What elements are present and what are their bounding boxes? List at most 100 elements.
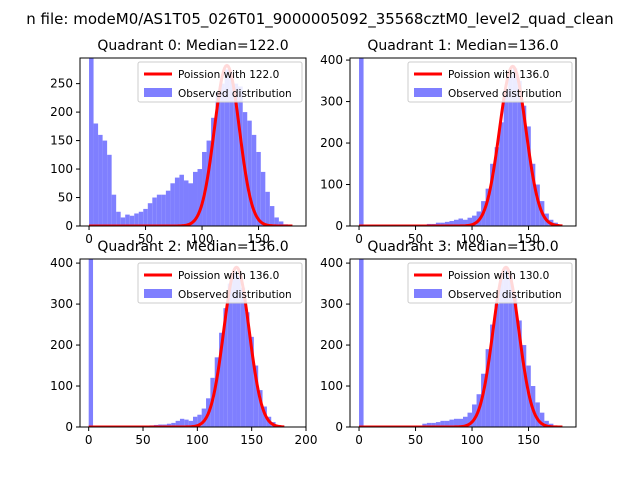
x-tick-label: 50 — [138, 232, 153, 246]
y-tick-label: 300 — [320, 297, 343, 311]
axes-frame — [79, 258, 307, 428]
histogram-bar — [171, 422, 176, 427]
quadrant-1-panel: Quadrant 1: Median=136.0 0 50 100 150 0 100 20… — [320, 38, 577, 246]
x-tick-label: 100 — [461, 232, 484, 246]
y-tick-label: 400 — [50, 256, 73, 270]
histogram-bar — [485, 349, 491, 427]
histogram-bar — [193, 416, 198, 427]
histogram-bar — [490, 324, 495, 427]
legend-label-poisson: Poission with 136.0 — [448, 69, 549, 81]
histogram-bar — [359, 58, 364, 226]
y-tick-label: 200 — [50, 338, 73, 352]
x-tick-label: 150 — [240, 433, 263, 447]
y-tick-label: 200 — [50, 105, 73, 119]
x-tick-label: 100 — [186, 433, 209, 447]
histogram-bar — [499, 122, 504, 226]
y-tick-label: 400 — [320, 256, 343, 270]
histogram-bar — [227, 283, 233, 427]
histogram-bar — [481, 373, 486, 427]
histogram-bar — [253, 365, 259, 427]
x-tick-label: 100 — [191, 232, 214, 246]
histogram-bar — [485, 188, 491, 226]
histogram-bar — [526, 126, 531, 226]
x-tick-label: 150 — [247, 232, 270, 246]
histogram-bar — [426, 422, 432, 427]
x-tick-label: 50 — [408, 232, 423, 246]
histogram-bar — [247, 120, 252, 226]
histogram-bar — [188, 420, 193, 427]
axes-frame — [349, 258, 577, 428]
legend-box — [137, 61, 303, 103]
histogram-bar — [453, 418, 459, 427]
histogram-bar — [147, 203, 153, 226]
legend: Poission with 122.0 Observed distribution — [137, 61, 303, 103]
histogram-bar — [161, 194, 166, 226]
histogram-bar — [88, 259, 94, 427]
legend-patch-swatch — [144, 289, 172, 298]
legend-label-observed: Observed distribution — [448, 289, 562, 301]
histogram-bar — [269, 206, 275, 226]
histogram-bar — [229, 77, 234, 226]
histogram-bar — [134, 213, 139, 226]
histogram-bar — [201, 408, 207, 427]
histogram-bar — [166, 423, 172, 427]
histogram-bar — [472, 215, 477, 226]
histogram-bar — [503, 89, 509, 226]
y-tick-label: 200 — [320, 136, 343, 150]
histogram-bar — [197, 414, 202, 427]
histogram-bar — [472, 404, 477, 427]
histogram-bar — [444, 221, 450, 226]
histogram-bar — [539, 412, 545, 427]
legend: Poission with 136.0 Observed distribution — [407, 61, 573, 103]
legend-box — [407, 262, 573, 304]
histogram-bar — [211, 117, 216, 226]
y-tick-label: 300 — [320, 95, 343, 109]
histogram-bar — [111, 194, 117, 226]
histogram-bar — [220, 83, 225, 226]
x-tick-label: 50 — [135, 433, 150, 447]
legend-label-poisson: Poission with 122.0 — [178, 69, 279, 81]
histogram-bar — [521, 105, 527, 226]
histogram-bar — [260, 171, 266, 226]
histogram-bar — [517, 80, 522, 226]
quadrant-0-title: Quadrant 0: Median=122.0 — [97, 38, 288, 54]
histogram-bar — [107, 154, 112, 226]
histogram-bar — [508, 275, 513, 427]
histogram-bar — [138, 211, 144, 226]
figure-suptitle: n file: modeM0/AS1T05_026T01_9000005092_… — [26, 10, 613, 29]
legend-patch-swatch — [144, 88, 172, 97]
x-tick-label: 200 — [295, 433, 318, 447]
quadrant-3-title: Quadrant 3: Median=130.0 — [367, 239, 558, 255]
histogram-bar — [236, 275, 241, 427]
histogram-bar — [463, 416, 468, 427]
histogram-bar — [494, 304, 500, 427]
y-tick-label: 100 — [50, 379, 73, 393]
x-tick-label: 0 — [355, 232, 363, 246]
histogram-bar — [249, 336, 254, 427]
histogram-bar — [193, 171, 198, 226]
histogram-bar — [224, 69, 230, 226]
histogram-bar — [116, 211, 121, 226]
histogram-bar — [440, 222, 445, 226]
histogram-bar — [274, 217, 279, 226]
histogram-bar — [521, 345, 527, 427]
histogram-bar — [435, 422, 441, 427]
histogram-bar — [449, 419, 454, 427]
histogram-bar — [232, 271, 237, 427]
histogram-bar — [422, 423, 427, 427]
histogram-bar — [184, 419, 189, 427]
histogram-bar — [125, 214, 130, 226]
histogram-bar — [517, 320, 522, 427]
histogram-bar — [152, 197, 157, 226]
histogram-bar — [175, 420, 180, 427]
histogram-bar — [179, 174, 184, 226]
legend-box — [407, 61, 573, 103]
x-tick-label: 0 — [85, 232, 93, 246]
histogram-bar — [214, 357, 220, 427]
histogram-bar — [503, 267, 509, 427]
legend: Poission with 130.0 Observed distribution — [407, 262, 573, 304]
y-tick-label: 400 — [320, 53, 343, 67]
histogram-bar — [256, 151, 261, 226]
x-tick-label: 100 — [461, 433, 484, 447]
